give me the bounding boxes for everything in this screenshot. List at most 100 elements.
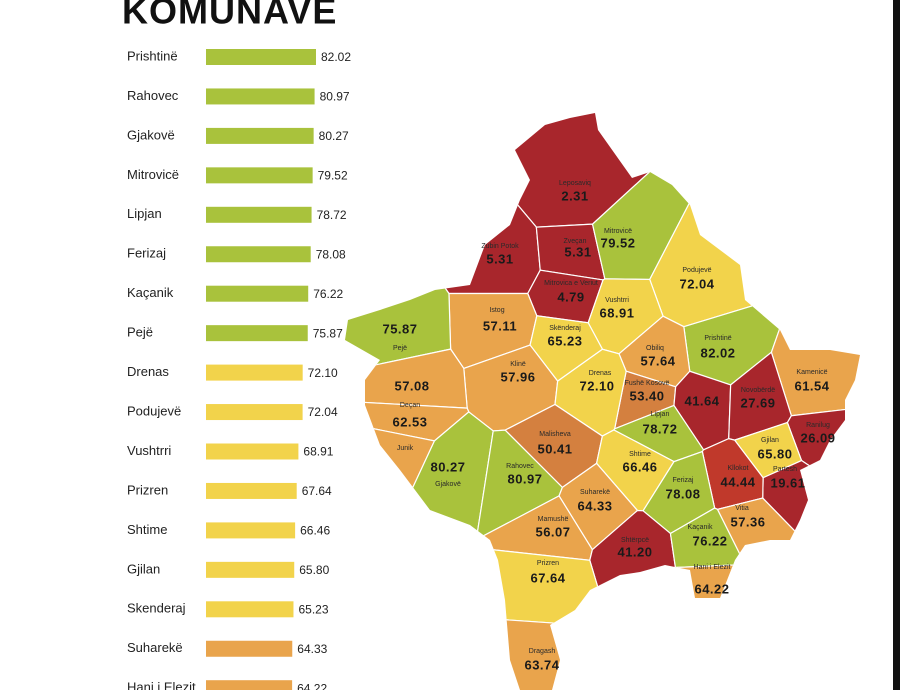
municipality-value: 41.20: [617, 544, 652, 559]
municipality-value: 57.11: [483, 318, 517, 333]
municipality-name: Kllokot: [727, 465, 748, 472]
municipality-name: Drenas: [589, 370, 612, 377]
bar-label: Skenderaj: [127, 601, 186, 616]
municipality-value: 78.08: [665, 486, 700, 501]
municipality-name: Ferizaj: [672, 477, 693, 484]
bar: [206, 49, 316, 65]
municipality-name: Podujevë: [682, 267, 711, 274]
bar-value-label: 68.91: [303, 445, 333, 459]
municipality: [345, 611, 661, 690]
municipality-value: 41.64: [684, 393, 719, 408]
municipality-value: 5.31: [486, 251, 513, 266]
municipality-value: 76.22: [692, 533, 727, 548]
municipality-name: Shtime: [629, 451, 651, 458]
municipality-value: 26.09: [800, 430, 835, 445]
municipality-value: 80.27: [430, 459, 465, 474]
bar-label: Prishtinë: [127, 48, 178, 63]
bar-value-label: 65.23: [298, 602, 328, 616]
municipality-value: 2.31: [561, 188, 588, 203]
municipality-name: Gjilan: [761, 437, 779, 444]
bar: [206, 443, 299, 460]
municipality-name: Pejë: [393, 345, 407, 352]
municipality-name: Zubin Potok: [481, 243, 519, 250]
bar: [206, 206, 312, 223]
bar: [206, 246, 311, 263]
bar-label: Hani i Elezit: [127, 680, 196, 690]
bar: [206, 167, 313, 184]
municipality-value: 80.97: [507, 471, 542, 486]
municipality-name: Istog: [489, 307, 504, 314]
municipality: [345, 419, 436, 649]
bar-label: Drenas: [127, 364, 169, 379]
bar-label: Gjilan: [127, 561, 160, 576]
municipality-value: 19.61: [770, 475, 805, 490]
bar-value-label: 64.22: [297, 681, 327, 690]
bar: [206, 601, 294, 618]
bar-value-label: 78.08: [316, 247, 346, 261]
municipality-value: 67.64: [530, 570, 565, 585]
municipality-value: 5.31: [564, 244, 591, 259]
municipality-value: 79.52: [600, 235, 635, 250]
municipality-name: Deçan: [400, 402, 420, 409]
bar-value-label: 76.22: [313, 287, 343, 301]
municipality-value: 57.96: [500, 369, 535, 384]
municipality-name: Dragash: [529, 648, 556, 655]
bar-value-label: 64.33: [297, 642, 327, 656]
municipality-name: Gjakovë: [435, 481, 461, 488]
bar-chart: Prishtinë 82.02 Rahovec 80.97 Gjakovë 80.27 Mi…: [127, 48, 351, 690]
municipality-name: Skënderaj: [549, 325, 581, 332]
bar: [206, 325, 308, 342]
municipality-name: Ranilug: [806, 422, 830, 429]
municipality-name: Klinë: [510, 361, 526, 368]
municipality-value: 68.91: [599, 305, 634, 320]
municipality-value: 4.79: [557, 289, 584, 304]
municipality-name: Leposaviq: [559, 180, 591, 187]
municipality-value: 78.72: [642, 421, 677, 436]
bar-label: Prizren: [127, 482, 168, 497]
bar-value-label: 78.72: [317, 208, 347, 222]
bar-label: Kaçanik: [127, 285, 174, 300]
bar-label: Rahovec: [127, 88, 179, 103]
municipality: [397, 546, 611, 628]
right-border: [893, 0, 900, 690]
bar-label: Podujevë: [127, 403, 181, 418]
municipality-value: 62.53: [392, 414, 427, 429]
municipality-value: 65.23: [547, 333, 582, 348]
municipality-name: Vushtrri: [605, 297, 629, 304]
bar-label: Suharekë: [127, 640, 183, 655]
bar-value-label: 66.46: [300, 524, 330, 538]
bar-label: Pejë: [127, 325, 153, 340]
municipality-name: Mamushë: [538, 516, 569, 523]
municipality-value: 57.36: [730, 514, 765, 529]
municipality-value: 61.54: [794, 378, 829, 393]
bar: [206, 640, 293, 657]
municipality-value: 72.10: [579, 378, 614, 393]
municipality-name: Zveçan: [564, 238, 587, 245]
bar-value-label: 65.80: [299, 563, 329, 577]
municipality-value: 53.40: [629, 388, 664, 403]
municipality-value: 65.80: [757, 446, 792, 461]
municipality-name: Novobërdë: [741, 387, 775, 394]
municipality-name: Rahovec: [506, 463, 534, 470]
municipality: [419, 113, 741, 228]
bar: [206, 127, 314, 144]
municipality-name: Prizren: [537, 560, 559, 567]
municipality: [345, 121, 452, 376]
bar: [206, 561, 295, 578]
municipality-value: 72.04: [679, 276, 714, 291]
municipality-name: Kamenicë: [796, 369, 827, 376]
bar-label: Vushtrri: [127, 443, 171, 458]
bar: [206, 88, 315, 105]
bar: [206, 482, 297, 499]
title: KOMUNAVE: [122, 0, 337, 32]
municipality-value: 82.02: [700, 345, 735, 360]
municipality-value: 50.41: [537, 441, 572, 456]
municipality-name: Junik: [397, 445, 414, 452]
bar: [206, 364, 303, 381]
municipality-name: Mitrovica e Veriut: [544, 280, 598, 287]
bar-value-label: 82.02: [321, 50, 351, 64]
municipality-value: 27.69: [740, 395, 775, 410]
